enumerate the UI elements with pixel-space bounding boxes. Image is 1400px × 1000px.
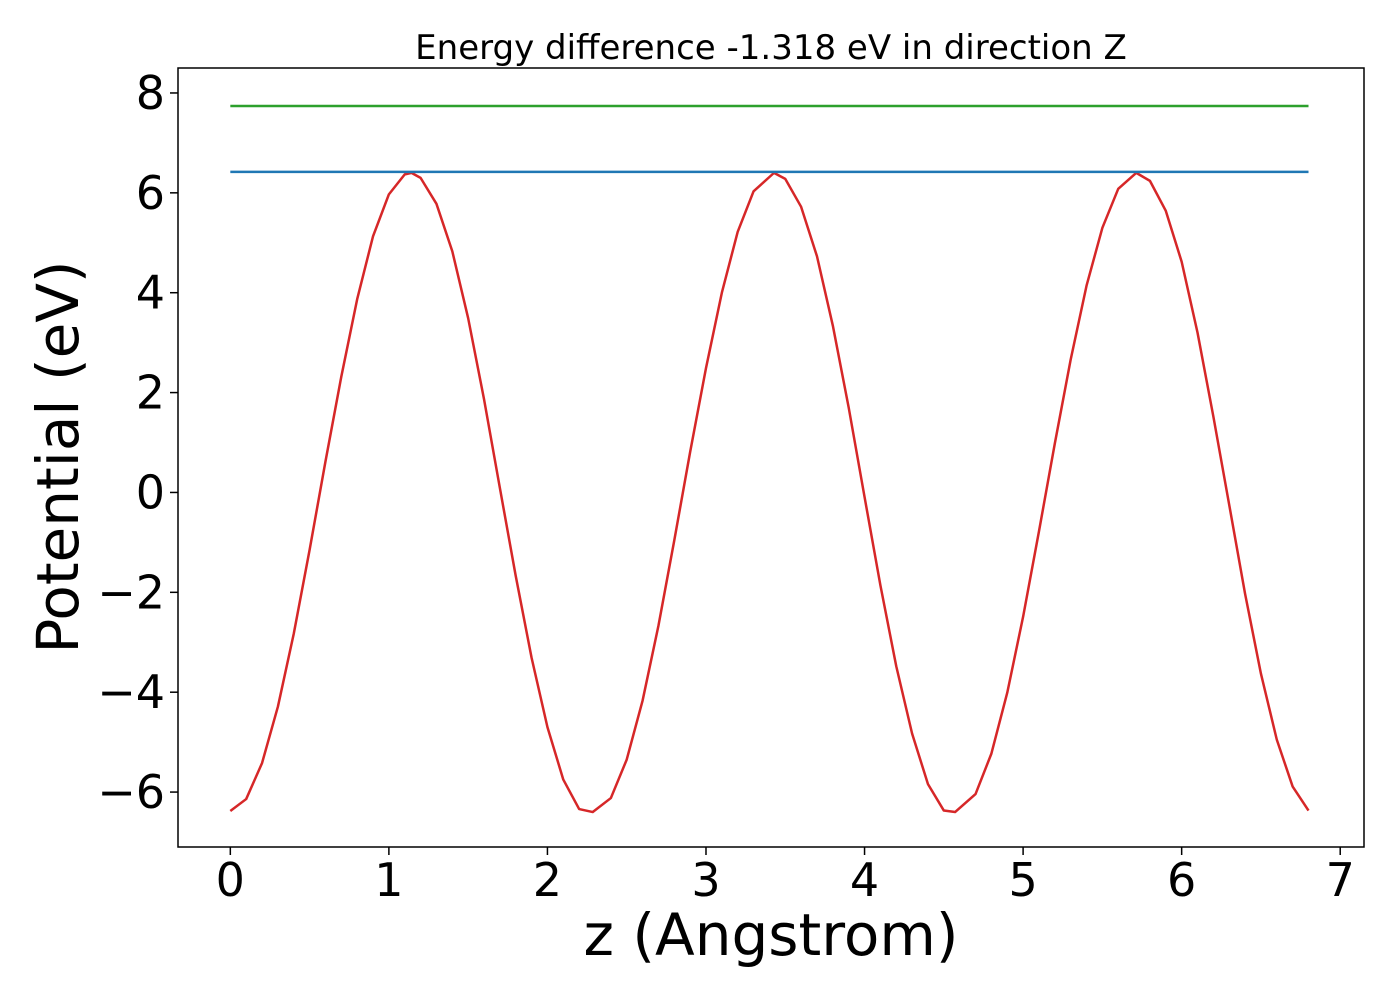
y-tick-label: 8 [136, 66, 165, 120]
series-line-0 [229, 171, 1310, 814]
x-tick-label: 6 [1167, 853, 1196, 907]
x-axis-label: z (Angstrom) [584, 901, 959, 969]
x-axis-ticks: 0 1 2 3 4 5 6 7 [216, 847, 1355, 907]
plot-area [229, 104, 1310, 814]
x-tick-label: 2 [533, 853, 562, 907]
y-tick-label: 6 [136, 166, 165, 220]
chart-title: Energy difference -1.318 eV in direction… [415, 28, 1127, 68]
x-tick-label: 4 [850, 853, 879, 907]
x-tick-label: 3 [691, 853, 720, 907]
y-tick-label: −2 [97, 565, 165, 619]
y-tick-label: 0 [136, 465, 165, 519]
x-tick-label: 0 [216, 853, 245, 907]
y-axis-ticks: −6 −4 −2 0 2 4 6 8 [97, 66, 178, 819]
y-tick-label: −6 [97, 765, 165, 819]
x-tick-label: 1 [374, 853, 403, 907]
x-tick-label: 7 [1326, 853, 1355, 907]
x-tick-label: 5 [1008, 853, 1037, 907]
y-tick-label: 2 [136, 366, 165, 420]
axes-frame [177, 67, 1365, 848]
y-axis-label: Potential (eV) [24, 260, 92, 653]
y-tick-label: 4 [136, 266, 165, 320]
y-tick-label: −4 [97, 665, 165, 719]
